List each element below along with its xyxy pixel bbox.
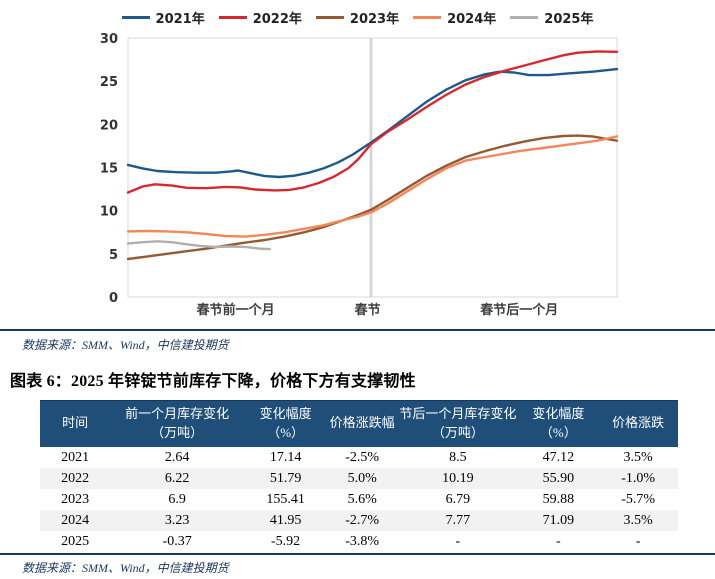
legend-label: 2023年 xyxy=(349,12,400,27)
table-cell: 59.88 xyxy=(542,491,575,507)
table-cell: 17.14 xyxy=(269,449,302,465)
chart-legend: 2021年 2022年 2023年 2024年 2025年 xyxy=(0,8,715,27)
legend-line-swatch xyxy=(510,16,539,19)
column-header: 变化幅度（%） xyxy=(518,400,599,447)
table-cell: 2.64 xyxy=(164,449,190,465)
column-header: 价格涨跌幅 xyxy=(327,400,398,447)
table-cell: 3.5% xyxy=(598,509,678,531)
legend-label: 2024年 xyxy=(447,12,497,27)
legend-line-swatch xyxy=(218,16,247,19)
y-axis-tick: 5 xyxy=(109,248,118,263)
column-header: 节后一个月库存变化（万吨） xyxy=(397,400,519,447)
y-axis-tick: 15 xyxy=(100,162,118,177)
inventory-line-chart: 0 5 10 15 20 25 30 春节前一个月 春节 春节后一个月 xyxy=(100,32,619,318)
table-cell: 5.6% xyxy=(347,491,377,507)
y-axis-tick: 10 xyxy=(100,205,118,220)
table-cell: 2025 xyxy=(61,533,90,549)
table-cell: 6.22 xyxy=(110,467,245,489)
table-header-row: 时间 前一个月库存变化（万吨） 变化幅度（%） 价格涨跌幅 节后一个月库存变化（万吨）变… xyxy=(40,400,678,447)
table-cell: 10.19 xyxy=(397,467,519,489)
table-cell: 41.95 xyxy=(244,509,328,531)
table-cell: - xyxy=(455,533,461,549)
table-cell: 2024 xyxy=(40,509,111,531)
legend-label: 2021年 xyxy=(155,12,205,27)
legend-label: 2025年 xyxy=(544,12,594,27)
figure-title: 图表 6：2025 年锌锭节前库存下降，价格下方有支撑韧性 xyxy=(10,373,416,390)
x-axis-label: 春节后一个月 xyxy=(479,302,558,318)
y-axis-tick: 20 xyxy=(100,118,118,133)
legend-item: 2024年 xyxy=(413,8,496,27)
legend-item: 2021年 xyxy=(121,8,205,27)
table-cell: -5.7% xyxy=(621,491,656,507)
inventory-stats-table: 时间 前一个月库存变化（万吨） 变化幅度（%） 价格涨跌幅 节后一个月库存变化（万吨）变… xyxy=(40,400,678,552)
table-cell: 155.41 xyxy=(266,491,305,507)
table-cell: -1.0% xyxy=(598,467,678,489)
table-cell: 7.77 xyxy=(397,509,519,531)
table-cell: 3.23 xyxy=(110,509,245,531)
series-line-2024年 xyxy=(126,135,619,238)
table-cell: - xyxy=(635,533,641,549)
data-source-top: 数据来源：SMM、Wind，中信建投期货 xyxy=(22,338,229,352)
table-cell: 6.9 xyxy=(168,491,186,507)
legend-item: 2025年 xyxy=(510,8,593,27)
table-row: 2025 -0.37 -5.92 -3.8% - - - xyxy=(40,531,678,552)
table-cell: -2.7% xyxy=(327,509,398,531)
y-axis-tick: 25 xyxy=(100,75,118,90)
table-cell: -0.37 xyxy=(162,533,192,549)
y-axis-tick: 30 xyxy=(100,32,118,47)
x-axis-label: 春节前一个月 xyxy=(196,302,275,318)
legend-line-swatch xyxy=(121,16,150,19)
table-body: 2021 2.64 17.14 -2.5% 8.5 47.12 3.5% 2022 6.22 51… xyxy=(40,447,678,552)
table-cell: - xyxy=(556,533,561,549)
divider-bottom xyxy=(0,553,715,555)
table-cell: 3.5% xyxy=(623,449,653,465)
legend-line-swatch xyxy=(315,16,344,19)
table-row: 2023 6.9 155.41 5.6% 6.79 59.88 -5.7% xyxy=(40,489,678,510)
table-cell: -2.5% xyxy=(345,449,380,465)
table-cell: -5.92 xyxy=(271,533,301,549)
table-cell: 71.09 xyxy=(518,509,599,531)
column-header: 前一个月库存变化（万吨） xyxy=(110,400,245,447)
legend-line-swatch xyxy=(413,16,442,19)
data-source-bottom: 数据来源：SMM、Wind，中信建投期货 xyxy=(22,561,229,575)
series-line-2022年 xyxy=(126,50,619,194)
table-cell: 5.0% xyxy=(327,467,398,489)
series-line-2025年 xyxy=(126,240,271,251)
legend-label: 2022年 xyxy=(252,12,302,27)
legend-item: 2022年 xyxy=(218,8,302,27)
divider-top xyxy=(0,329,715,331)
column-header: 时间 xyxy=(40,400,111,447)
table-cell: 6.79 xyxy=(445,491,471,507)
table-row: 2024 3.23 41.95 -2.7% 7.77 71.09 3.5% xyxy=(40,509,678,531)
table-cell: 8.5 xyxy=(449,449,467,465)
series-line-2021年 xyxy=(126,67,619,179)
legend-item: 2023年 xyxy=(315,8,400,27)
table-cell: 51.79 xyxy=(244,467,328,489)
column-header: 价格涨跌 xyxy=(598,400,678,447)
table-row: 2021 2.64 17.14 -2.5% 8.5 47.12 3.5% xyxy=(40,447,678,468)
x-axis-label: 春节 xyxy=(354,302,381,318)
column-header: 变化幅度（%） xyxy=(244,400,328,447)
table-cell: 2021 xyxy=(61,449,90,465)
table-cell: 55.90 xyxy=(518,467,599,489)
table-row: 2022 6.22 51.79 5.0% 10.19 55.90 -1.0% xyxy=(40,467,678,489)
table-cell: 47.12 xyxy=(542,449,575,465)
table-cell: 2022 xyxy=(40,467,111,489)
table-cell: 2023 xyxy=(61,491,90,507)
y-axis-tick: 0 xyxy=(109,291,118,306)
table-cell: -3.8% xyxy=(345,533,380,549)
